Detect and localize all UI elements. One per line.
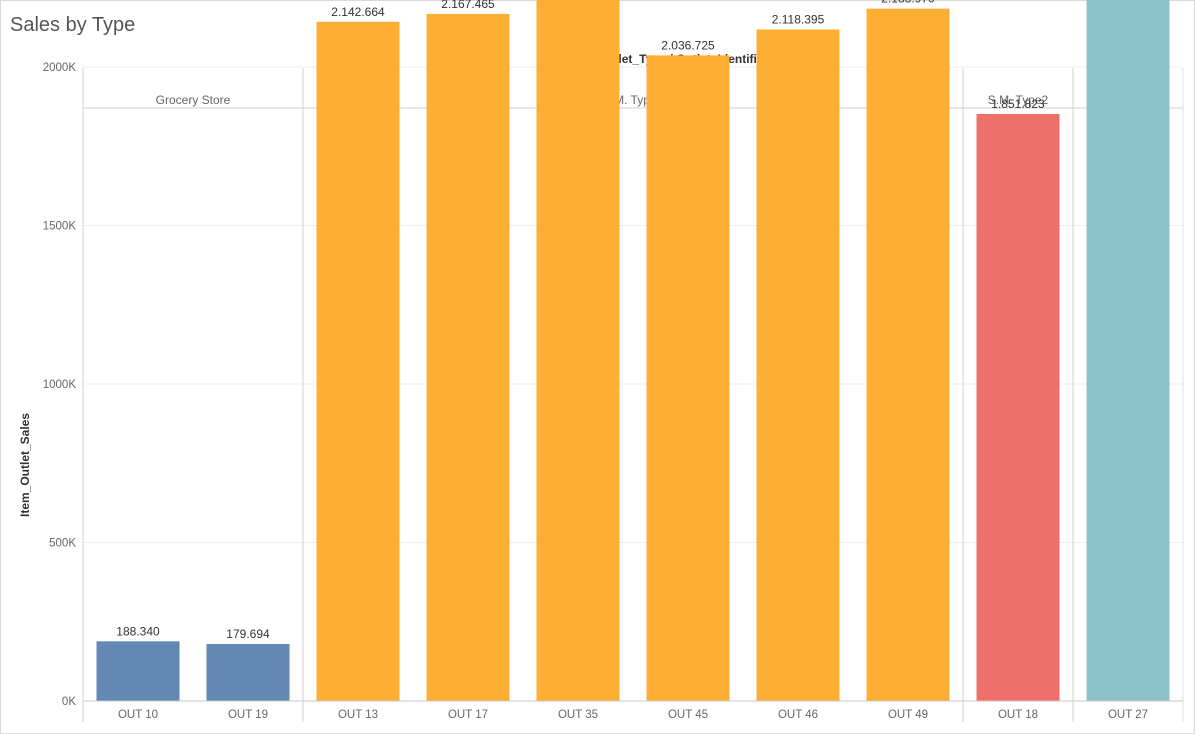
data-label: 2.118.395 xyxy=(772,12,825,26)
x-tick-label: OUT 35 xyxy=(558,709,598,721)
y-tick-label: 0K xyxy=(62,696,76,708)
bar xyxy=(866,8,950,701)
bar xyxy=(536,0,620,702)
x-tick-label: OUT 10 xyxy=(118,709,158,721)
data-label: 2.142.664 xyxy=(331,5,385,19)
x-tick-label: OUT 45 xyxy=(668,709,708,721)
chart-title: Sales by Type xyxy=(10,14,136,36)
bar xyxy=(976,113,1060,701)
data-label: 2.183.970 xyxy=(881,0,935,6)
x-tick-label: OUT 13 xyxy=(338,709,378,721)
group-label: S.M. Type2 xyxy=(988,93,1049,107)
y-tick-label: 500K xyxy=(49,538,76,550)
y-tick-label: 1000K xyxy=(43,379,77,391)
x-tick-label: OUT 18 xyxy=(998,709,1038,721)
bar xyxy=(1086,0,1170,701)
x-tick-label: OUT 27 xyxy=(1108,709,1148,721)
y-tick-label: 2000K xyxy=(43,62,77,74)
group-label: Grocery Store xyxy=(156,93,231,107)
bar xyxy=(646,55,730,702)
y-tick-label: 1500K xyxy=(43,221,77,233)
data-label: 1.851.823 xyxy=(991,97,1045,111)
data-label: 179.694 xyxy=(226,627,270,641)
data-label: 188.340 xyxy=(116,624,160,638)
bar xyxy=(206,644,290,701)
y-axis-title: Item_Outlet_Sales xyxy=(18,413,32,517)
data-label: 2.167.465 xyxy=(441,0,495,11)
x-tick-label: OUT 19 xyxy=(228,709,268,721)
x-tick-label: OUT 17 xyxy=(448,709,488,721)
bar xyxy=(316,21,400,701)
x-tick-label: OUT 49 xyxy=(888,709,928,721)
bar xyxy=(96,641,180,701)
bar xyxy=(426,13,510,702)
bar xyxy=(756,29,840,701)
x-tick-label: OUT 46 xyxy=(778,709,818,721)
data-label: 2.036.725 xyxy=(661,38,715,52)
